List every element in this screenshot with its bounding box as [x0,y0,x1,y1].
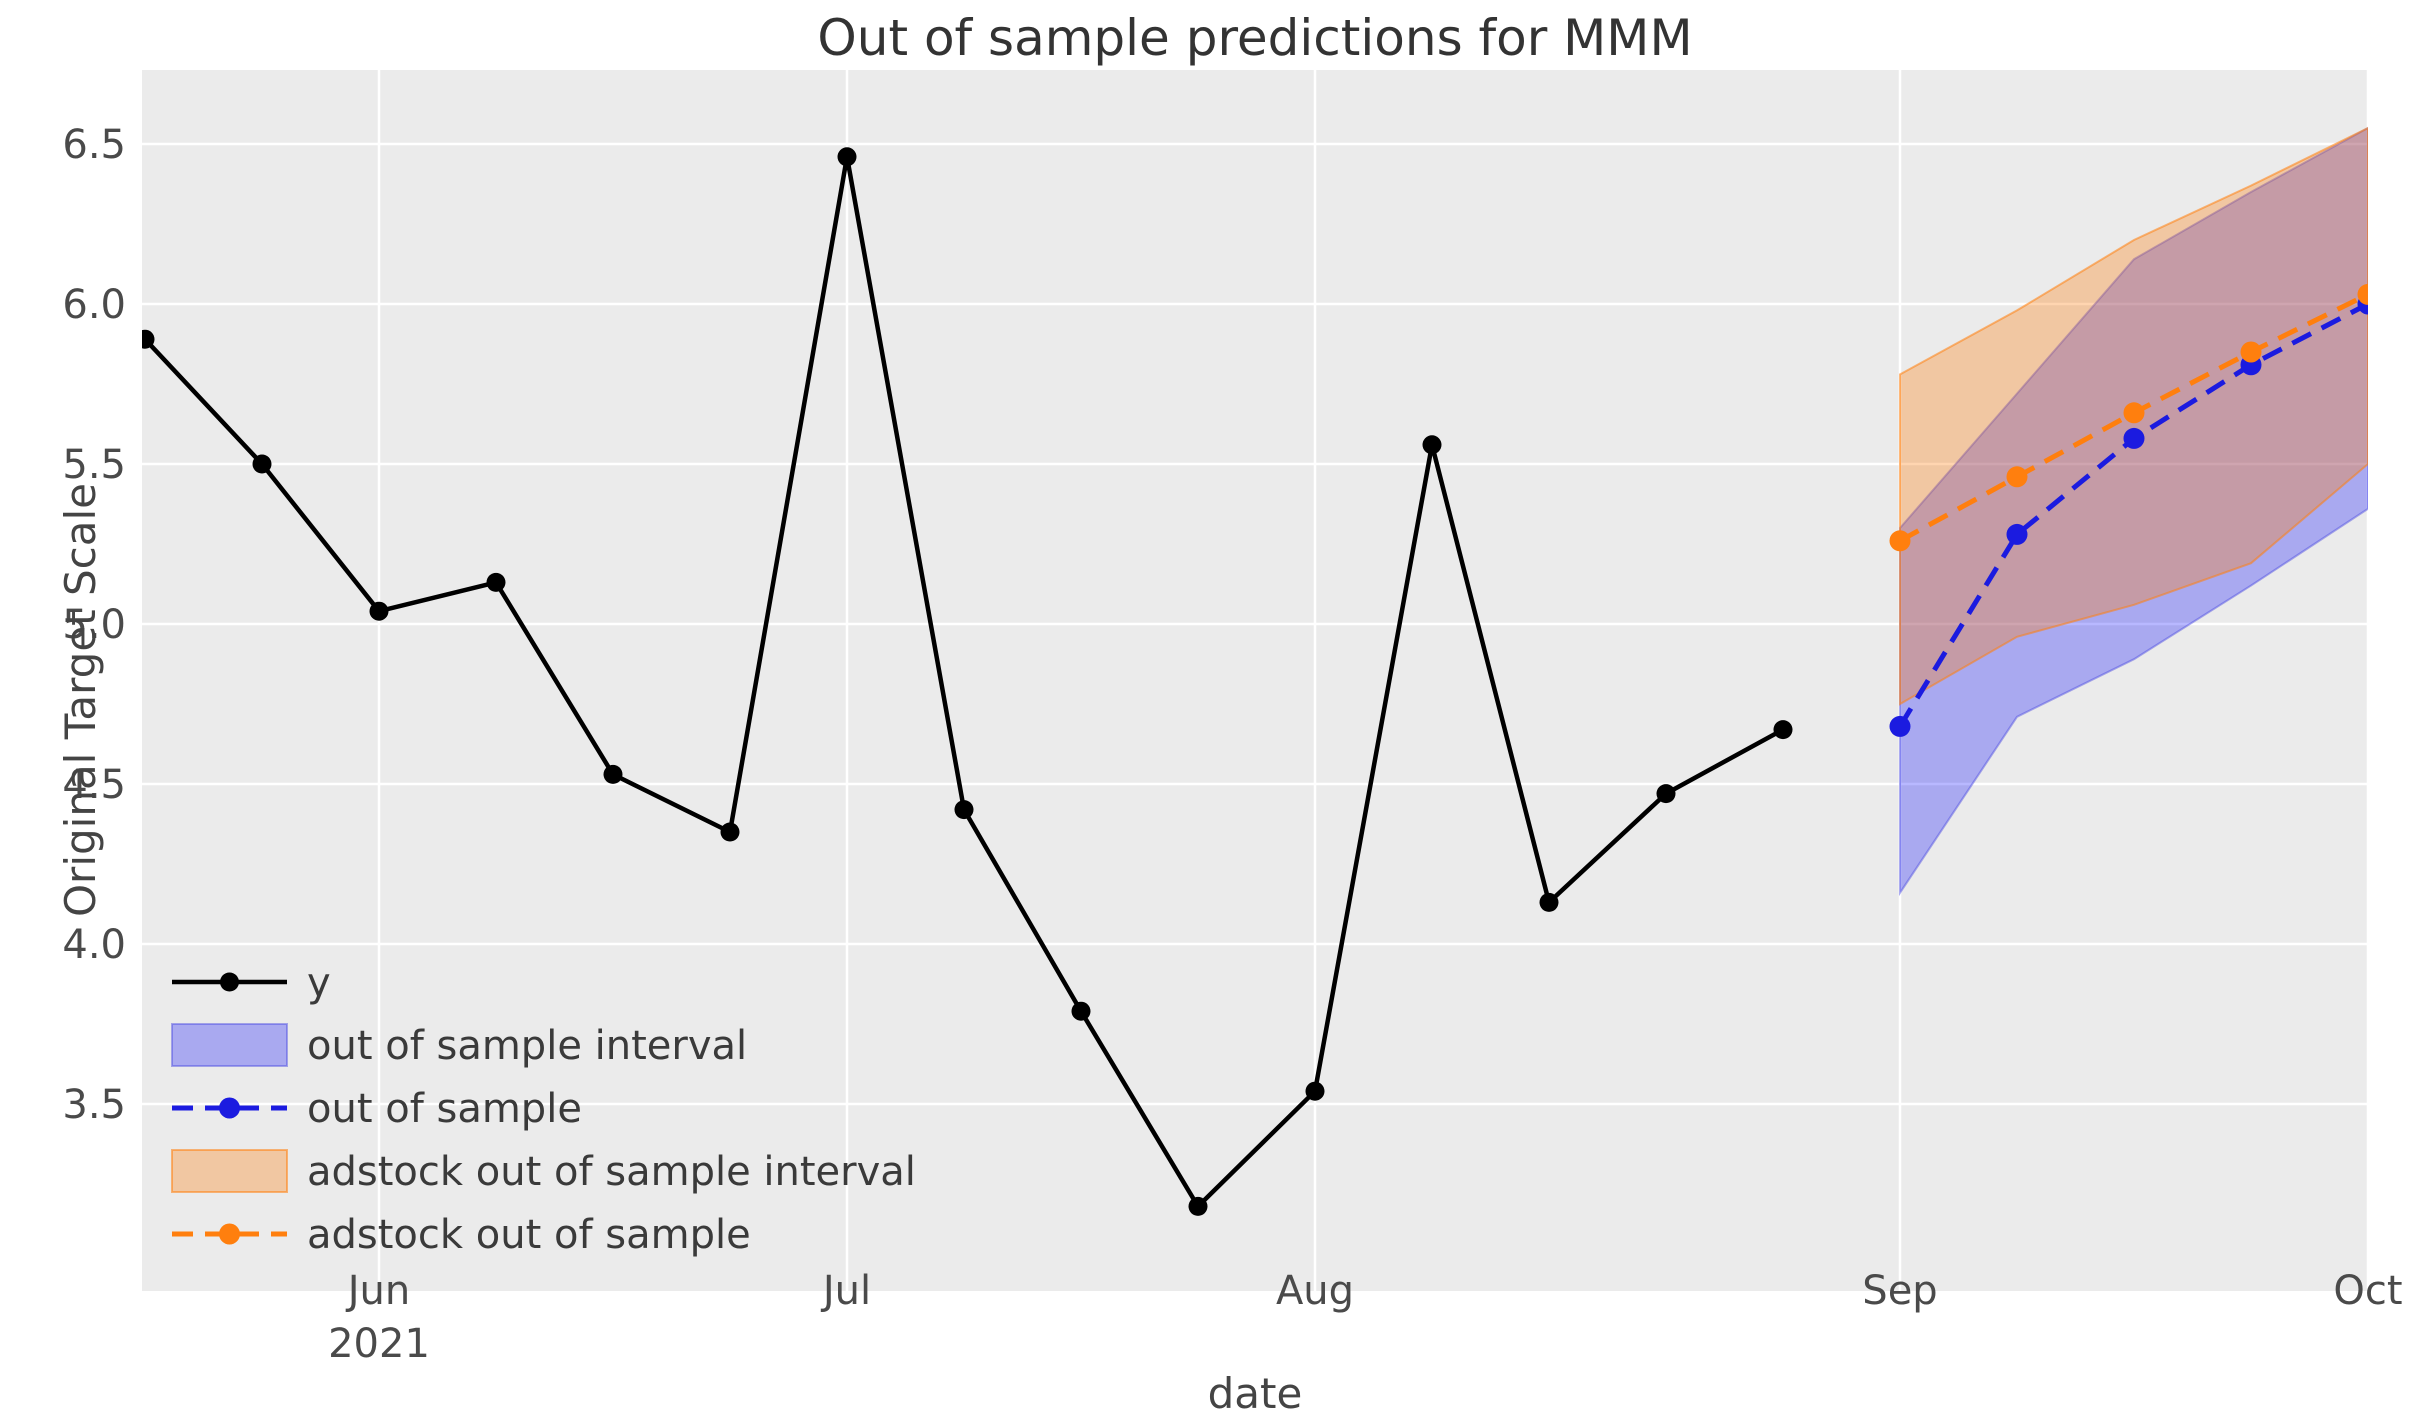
x-tick-label: Jun [345,1268,411,1314]
y-tick-label: 5.5 [62,442,126,488]
y-tick-label: 5.0 [62,602,126,648]
series-y-marker [603,764,623,784]
y-tick-label: 4.0 [62,922,126,968]
series-out-of-sample-marker [1889,715,1911,737]
series-y-marker [1071,1001,1091,1021]
y-tick-labels: 3.5 4.0 4.5 5.0 5.5 6.0 6.5 [62,122,126,1128]
x-tick-label: Oct [2333,1268,2402,1314]
x-tick-label: Sep [1862,1268,1937,1314]
series-adstock-out-of-sample-marker [2240,341,2262,363]
series-out-of-sample-marker [2006,523,2028,545]
series-y-marker [954,800,974,820]
legend-label: out of sample interval [307,1023,747,1069]
series-y-marker [142,329,155,349]
series-y-marker [1773,720,1793,740]
legend-swatch-marker [220,972,239,992]
legend-swatch-out-of-sample-interval [171,1023,288,1067]
legend-label: out of sample [307,1086,582,1132]
x-axis-label: date [1208,1369,1303,1418]
legend-label: adstock out of sample [307,1212,751,1258]
series-y-marker [1305,1081,1325,1101]
series-y-marker [720,822,740,842]
series-y-marker [252,454,272,474]
data-series [142,147,2368,1216]
series-y-marker [1656,784,1676,804]
series-y-marker [486,572,506,592]
series-adstock-out-of-sample-marker [2006,466,2028,488]
series-y-marker [837,147,857,167]
y-tick-label: 6.0 [62,282,126,328]
legend-swatch-adstock-out-of-sample-interval [171,1149,288,1193]
legend: y out of sample interval out of sample adst… [171,960,916,1258]
y-tick-label: 3.5 [62,1082,126,1128]
x-tick-label: Aug [1276,1268,1354,1314]
series-out-of-sample-marker [2123,427,2145,449]
legend-label: adstock out of sample interval [307,1149,916,1195]
y-axis-label: Original Target Scale [56,483,105,917]
x-tick-label: Jul [820,1268,871,1314]
series-y-marker [369,601,389,621]
series-y-marker [1188,1196,1208,1216]
legend-label: y [307,960,331,1006]
series-adstock-out-of-sample-marker [2357,283,2368,305]
legend-swatch-marker [219,1223,240,1245]
plot-background [142,70,2368,1291]
legend-swatch-marker [219,1097,240,1119]
series-adstock-out-of-sample-marker [2123,402,2145,424]
band-out-of-sample-interval [1899,126,2368,897]
series-adstock-out-of-sample-marker [1889,530,1911,552]
chart-title: Out of sample predictions for MMM [817,9,1692,67]
x-tick-year-label: 2021 [328,1321,430,1367]
y-tick-label: 4.5 [62,762,126,808]
series-y-marker [1539,892,1559,912]
series-y-marker [1422,435,1442,455]
y-tick-label: 6.5 [62,122,126,168]
x-tick-labels: Jun 2021 Jul Aug Sep Oct [328,1268,2402,1367]
